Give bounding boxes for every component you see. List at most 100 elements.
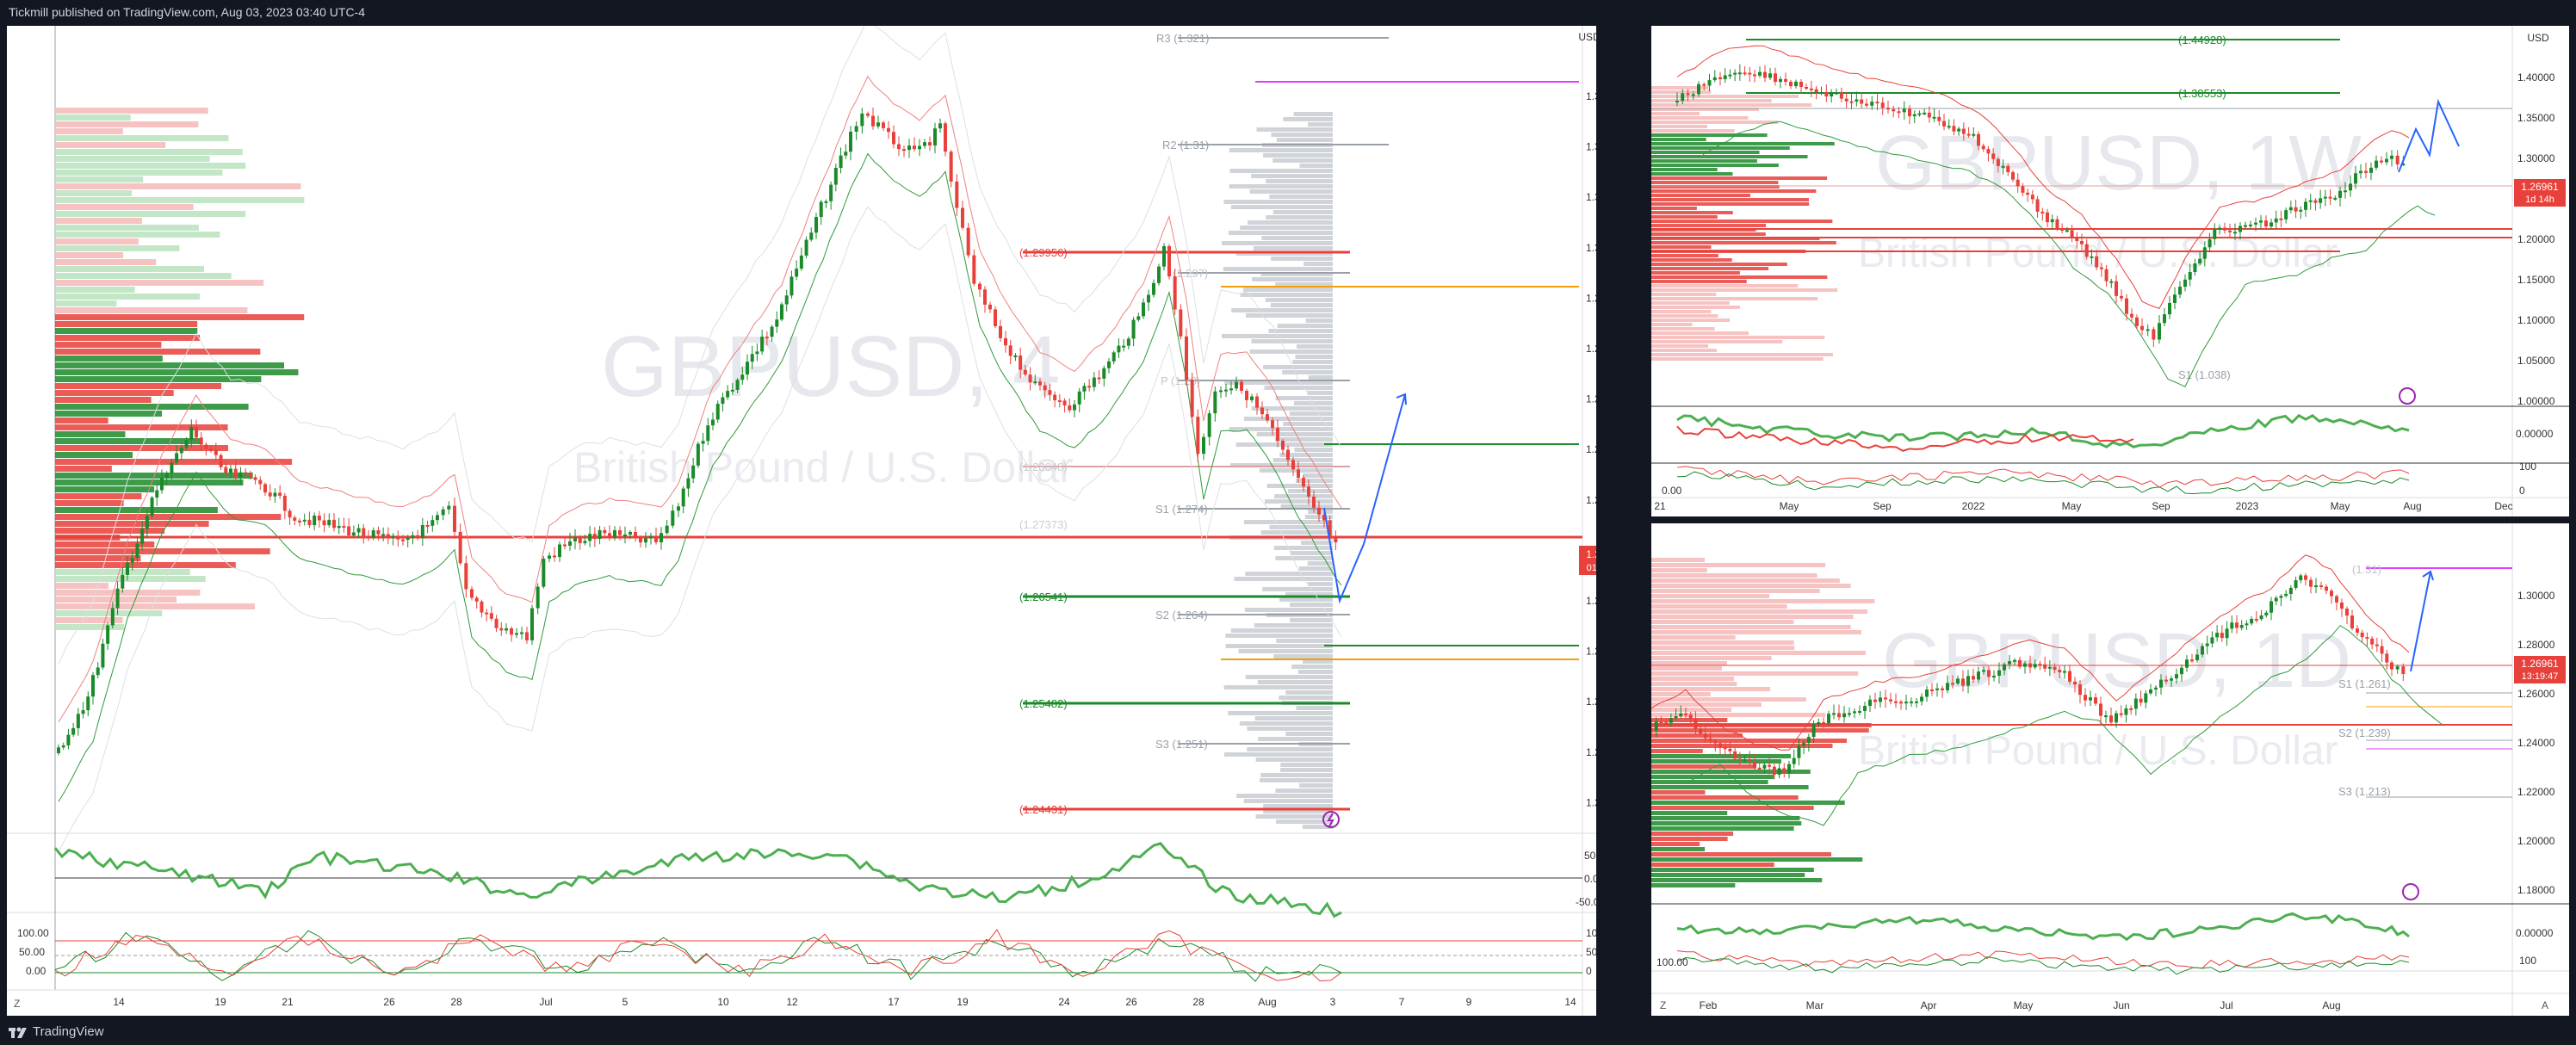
level-28048: (1.28048) xyxy=(1019,461,1068,473)
footer-bar: TradingView xyxy=(0,1019,2576,1045)
daily-stochastic xyxy=(1676,950,2410,975)
weekly-stoch-left: 0.00 xyxy=(1662,485,1682,497)
price-tick: 1.05000 xyxy=(2517,355,2555,367)
lightning-icon[interactable] xyxy=(1322,811,1340,828)
level-26541: (1.26541) xyxy=(1019,591,1068,603)
volume-profile-right xyxy=(1221,112,1333,829)
price-tick: 1.20000 xyxy=(2517,233,2555,245)
time-tick: Aug xyxy=(2322,999,2340,1011)
time-tick: 24 xyxy=(1058,996,1070,1008)
daily-price-axis[interactable]: 1.30000 1.28000 1.26000 1.24000 1.22000 1.200… xyxy=(2517,590,2555,896)
time-tick: 7 xyxy=(1399,996,1405,1008)
daily-zoom-right-button[interactable]: A xyxy=(2542,999,2548,1011)
time-tick: 3 xyxy=(1330,996,1336,1008)
daily-volume-profile xyxy=(1651,558,1875,887)
daily-zoom-left-button[interactable]: Z xyxy=(1660,999,1666,1011)
price-tick: 1.29500 xyxy=(1586,292,1596,304)
volume-profile-left xyxy=(55,108,305,630)
zoom-left-button[interactable]: Z xyxy=(14,998,20,1010)
daily-level-s1: S1 (1.261) xyxy=(2338,677,2391,690)
publisher-bar: Tickmill published on TradingView.com, A… xyxy=(0,0,2576,26)
time-tick: May xyxy=(2014,999,2034,1011)
stoch-right-0: 0 xyxy=(1586,965,1592,977)
weekly-overlays xyxy=(1676,45,2436,387)
time-tick: 14 xyxy=(1564,996,1576,1008)
time-axis[interactable]: 14 19 21 26 28 Jul 5 10 12 17 19 24 26 28 Aug 3 7 9 14 xyxy=(113,996,1576,1008)
time-tick: Dec xyxy=(2494,500,2512,512)
currency-label: USD xyxy=(1578,31,1596,43)
weekly-last-price-badge xyxy=(2514,179,2566,207)
price-tick: 1.30000 xyxy=(2517,590,2555,602)
price-tick: 1.40000 xyxy=(2517,71,2555,83)
main-chart[interactable]: GBPUSD, 4 British Pound / U.S. Dollar R3… xyxy=(7,18,1631,1016)
price-tick: 1.10000 xyxy=(2517,314,2555,326)
time-tick: 2022 xyxy=(1962,500,1985,512)
time-tick: 21 xyxy=(1654,500,1666,512)
time-tick: 9 xyxy=(1466,996,1472,1008)
projection-path[interactable] xyxy=(1323,393,1406,604)
price-tick: 1.25000 xyxy=(1586,746,1596,758)
price-tick: 1.18000 xyxy=(2517,884,2555,896)
publisher-text: Tickmill published on TradingView.com, A… xyxy=(9,5,366,19)
tradingview-logo[interactable]: TradingView xyxy=(9,1024,104,1039)
price-tick: 1.28000 xyxy=(2517,639,2555,651)
rsi-label-50: 50.00000 xyxy=(1584,850,1596,862)
weekly-rsi xyxy=(1676,413,2410,452)
price-tick: 1.30500 xyxy=(1586,191,1596,203)
stochastic-indicator xyxy=(54,929,1342,982)
rsi-label-neg50: -50.00000 xyxy=(1576,896,1596,908)
weekly-chart-panel[interactable]: GBPUSD, 1W British Pound / U.S. Dollar (… xyxy=(1651,26,2569,516)
weekly-chart[interactable]: GBPUSD, 1W British Pound / U.S. Dollar (… xyxy=(1651,26,2569,516)
weekly-price-axis[interactable]: 1.400001.350001.300001.250001.200001.150… xyxy=(2517,71,2555,407)
stoch-right-50: 50 xyxy=(1586,946,1596,958)
daily-last-price-badge xyxy=(2514,656,2566,683)
candles xyxy=(57,108,1338,756)
rsi-label-0: 0.00000 xyxy=(1584,873,1596,885)
price-tick: 1.28000 xyxy=(1586,443,1596,455)
price-tick: 1.00000 xyxy=(2517,395,2555,407)
level-r3: R3 (1.321) xyxy=(1156,32,1209,45)
daily-level-131: (1.31) xyxy=(2352,563,2381,576)
weekly-time-axis[interactable]: 21 May Sep 2022 May Sep 2023 May Aug Dec xyxy=(1654,500,2512,512)
daily-countdown: 13:19:47 xyxy=(2522,671,2559,682)
weekly-level-44928: (1.44928) xyxy=(2178,34,2226,46)
weekly-volume-profile xyxy=(1651,86,1838,361)
time-tick: 28 xyxy=(450,996,462,1008)
time-tick: Feb xyxy=(1700,999,1718,1011)
daily-projection-path[interactable] xyxy=(2410,571,2431,672)
time-tick: 2023 xyxy=(2236,500,2259,512)
daily-chart-panel[interactable]: GBPUSD, 1D British Pound / U.S. Dollar (… xyxy=(1650,523,2569,1016)
daily-watermark: GBPUSD, 1D xyxy=(1882,618,2351,704)
price-tick: 1.25500 xyxy=(1586,696,1596,708)
main-watermark-sub: British Pound / U.S. Dollar xyxy=(573,443,1074,492)
time-tick: Jun xyxy=(2113,999,2129,1011)
time-tick: 12 xyxy=(786,996,798,1008)
daily-overlays xyxy=(1650,554,2444,826)
time-tick: May xyxy=(1780,500,1799,512)
level-pivot: P (1.28) xyxy=(1161,374,1200,387)
time-tick: 5 xyxy=(622,996,629,1008)
daily-time-axis[interactable]: Feb Mar Apr May Jun Jul Aug xyxy=(1700,999,2341,1011)
price-tick: 1.15000 xyxy=(2517,274,2555,286)
main-chart-panel[interactable]: GBPUSD, 4 British Pound / U.S. Dollar R3… xyxy=(7,18,1631,1016)
daily-rsi-0: 0.00000 xyxy=(2516,927,2554,939)
weekly-rsi-0: 0.00000 xyxy=(2516,428,2554,440)
weekly-projection-path[interactable] xyxy=(2398,98,2460,173)
price-axis[interactable]: 1.31500 1.31000 1.30500 1.30000 1.29500 1.290… xyxy=(1586,90,1624,808)
weekly-candles xyxy=(1675,64,2406,348)
price-tick: 1.29000 xyxy=(1586,343,1596,355)
weekly-lightning-icon[interactable] xyxy=(2399,387,2416,405)
daily-chart[interactable]: GBPUSD, 1D British Pound / U.S. Dollar (… xyxy=(1650,523,2569,1016)
weekly-last-price: 1.26961 xyxy=(2521,181,2559,193)
time-tick: Jul xyxy=(2220,999,2232,1011)
time-tick: Aug xyxy=(1258,996,1276,1008)
daily-lightning-icon[interactable] xyxy=(2402,883,2419,900)
daily-watermark-sub: British Pound / U.S. Dollar xyxy=(1858,728,2338,774)
time-tick: 10 xyxy=(717,996,729,1008)
level-s1: S1 (1.274) xyxy=(1155,503,1208,516)
daily-rsi xyxy=(1676,912,2410,942)
level-s2: S2 (1.264) xyxy=(1155,609,1208,621)
time-tick: 17 xyxy=(888,996,900,1008)
time-tick: Aug xyxy=(2403,500,2421,512)
price-tick: 1.27500 xyxy=(1586,494,1596,506)
